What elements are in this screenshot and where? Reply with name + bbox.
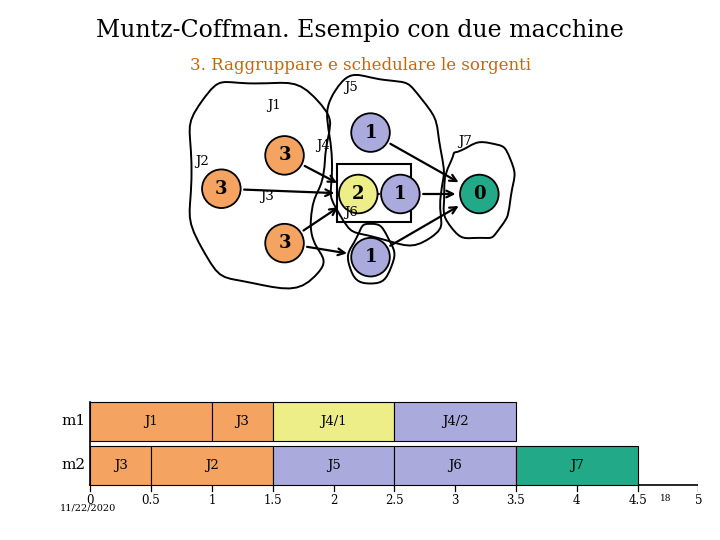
Text: 3.5: 3.5 xyxy=(507,494,526,507)
Text: 4: 4 xyxy=(573,494,580,507)
Text: 3. Raggruppare e schedulare le sorgenti: 3. Raggruppare e schedulare le sorgenti xyxy=(189,57,531,73)
Text: 1.5: 1.5 xyxy=(264,494,282,507)
Text: J5: J5 xyxy=(327,459,341,472)
Text: J2: J2 xyxy=(205,459,219,472)
Text: 0: 0 xyxy=(86,494,94,507)
Text: 3: 3 xyxy=(279,146,291,164)
Text: J2: J2 xyxy=(195,154,209,167)
Bar xyxy=(395,446,516,485)
Text: 1: 1 xyxy=(364,124,377,141)
Text: m2: m2 xyxy=(61,458,86,472)
Text: 2: 2 xyxy=(330,494,337,507)
Text: J4/1: J4/1 xyxy=(320,415,347,428)
Circle shape xyxy=(351,113,390,152)
Bar xyxy=(273,446,395,485)
Text: 3: 3 xyxy=(451,494,459,507)
Bar xyxy=(212,402,273,441)
Bar xyxy=(273,402,395,441)
Text: 3: 3 xyxy=(279,234,291,252)
Text: J7: J7 xyxy=(570,459,584,472)
Bar xyxy=(516,446,638,485)
Text: J5: J5 xyxy=(344,81,358,94)
Text: 1: 1 xyxy=(364,248,377,266)
Text: m1: m1 xyxy=(61,414,86,428)
Text: 18: 18 xyxy=(660,494,671,503)
Bar xyxy=(90,402,212,441)
Text: 2: 2 xyxy=(352,185,364,203)
Circle shape xyxy=(265,136,304,175)
Text: J4/2: J4/2 xyxy=(442,415,469,428)
Text: J3: J3 xyxy=(235,415,249,428)
Text: J1: J1 xyxy=(144,415,158,428)
Text: 4.5: 4.5 xyxy=(629,494,647,507)
Text: 0: 0 xyxy=(473,185,486,203)
Text: J3: J3 xyxy=(260,190,274,202)
Text: J4: J4 xyxy=(316,139,330,152)
Text: 1: 1 xyxy=(394,185,407,203)
Circle shape xyxy=(339,175,377,213)
Circle shape xyxy=(351,238,390,276)
Circle shape xyxy=(465,180,493,208)
Circle shape xyxy=(202,170,240,208)
Text: 1: 1 xyxy=(208,494,215,507)
Text: 0.5: 0.5 xyxy=(142,494,161,507)
Text: J1: J1 xyxy=(267,98,281,111)
Bar xyxy=(90,446,151,485)
Bar xyxy=(337,164,411,222)
Text: 2.5: 2.5 xyxy=(385,494,404,507)
Circle shape xyxy=(381,175,420,213)
Text: J7: J7 xyxy=(459,136,472,148)
Text: 3: 3 xyxy=(215,180,228,198)
Text: J6: J6 xyxy=(344,206,358,219)
Bar xyxy=(151,446,273,485)
Bar xyxy=(395,402,516,441)
Text: Muntz-Coffman. Esempio con due macchine: Muntz-Coffman. Esempio con due macchine xyxy=(96,19,624,42)
Circle shape xyxy=(460,175,499,213)
Circle shape xyxy=(265,224,304,262)
Text: J3: J3 xyxy=(114,459,127,472)
Text: 11/22/2020: 11/22/2020 xyxy=(60,504,116,513)
Text: J6: J6 xyxy=(449,459,462,472)
Text: 5: 5 xyxy=(695,494,702,507)
